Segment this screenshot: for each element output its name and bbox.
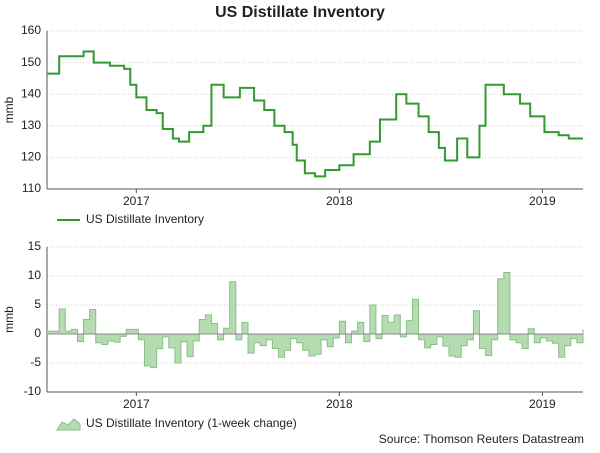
x-tick-label: 2019 — [529, 397, 556, 411]
y-tick-label: 10 — [28, 268, 42, 282]
x-tick-label: 2018 — [326, 194, 353, 208]
y-tick-label: 5 — [34, 297, 41, 311]
y-axis-label: mmb — [2, 96, 16, 123]
y-axis-label: mmb — [2, 306, 16, 333]
y-tick-label: -10 — [24, 384, 42, 398]
legend-label: US Distillate Inventory — [86, 212, 204, 226]
y-tick-label: 140 — [21, 86, 41, 100]
x-tick-label: 2018 — [326, 397, 353, 411]
y-tick-label: -5 — [30, 355, 41, 369]
y-tick-label: 15 — [28, 239, 42, 253]
y-tick-label: 110 — [22, 181, 41, 195]
y-tick-label: 120 — [21, 150, 41, 164]
y-tick-label: 0 — [34, 326, 41, 340]
y-tick-label: 130 — [21, 118, 41, 132]
source-note: Source: Thomson Reuters Datastream — [379, 432, 584, 446]
data-line — [47, 50, 583, 178]
data-area — [47, 272, 583, 368]
y-tick-label: 150 — [21, 55, 41, 69]
legend-label: US Distillate Inventory (1-week change) — [86, 416, 297, 430]
area-edge — [47, 272, 584, 369]
chart-title: US Distillate Inventory — [215, 4, 385, 21]
x-tick-label: 2017 — [123, 194, 150, 208]
x-tick-label: 2017 — [123, 397, 150, 411]
x-tick-label: 2019 — [529, 194, 556, 208]
legend-swatch — [56, 418, 81, 431]
y-tick-label: 160 — [21, 23, 41, 37]
